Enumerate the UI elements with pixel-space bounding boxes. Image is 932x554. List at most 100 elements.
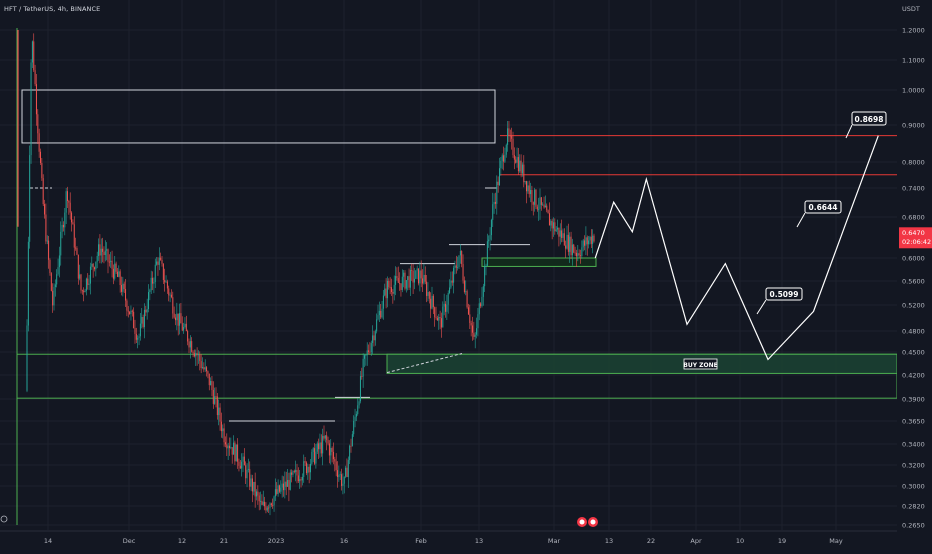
candle-body (357, 405, 359, 415)
candle-body (474, 334, 476, 337)
candle-body (126, 300, 128, 311)
candle-body (511, 135, 513, 139)
candle-body (449, 287, 451, 294)
candle-body (386, 280, 388, 299)
candle-body (440, 318, 442, 328)
candle-body (508, 128, 510, 136)
candle-body (175, 317, 176, 321)
candle-body (361, 376, 363, 377)
candle-body (339, 474, 341, 476)
current-price: 0.6470 (902, 229, 925, 237)
candle-body (214, 396, 216, 404)
candle-body (531, 189, 533, 203)
candle-body (204, 367, 206, 370)
candle-body (33, 41, 35, 71)
candle-body (172, 297, 174, 314)
time-tick: 16 (340, 537, 348, 545)
candle-body (196, 353, 198, 356)
candle-body (96, 255, 98, 262)
candle-body (206, 367, 208, 372)
candle-body (27, 241, 29, 326)
candle-body (472, 325, 473, 333)
candle-body (125, 289, 127, 301)
candle-body (280, 487, 282, 492)
candle-body (370, 342, 372, 353)
candle-body (358, 401, 360, 406)
time-tick: 2023 (268, 537, 285, 545)
candle-body (585, 237, 587, 246)
candle-body (368, 350, 370, 352)
candle-body (115, 263, 117, 272)
candle-body (87, 278, 89, 285)
price-tick: 0.8000 (902, 159, 925, 167)
price-tick: 0.3200 (902, 462, 925, 470)
candle-body (26, 325, 28, 391)
candle-body (288, 479, 290, 490)
candle-body (235, 444, 237, 462)
candle-body (98, 244, 100, 256)
candle-body (378, 310, 380, 316)
candle-body (509, 135, 511, 137)
candle-body (278, 485, 280, 492)
candle-body (567, 234, 569, 252)
candle-body (254, 481, 256, 497)
projection: 0.5099 0.6644 0.8698 BUY ZONE (594, 111, 887, 370)
candle-body (424, 274, 426, 282)
candle-body (242, 456, 244, 462)
candle-body (350, 445, 352, 447)
candle-body (553, 222, 554, 229)
target-pointer (845, 124, 853, 139)
target-label-box (804, 200, 842, 214)
candle-body (308, 466, 310, 473)
candle-body (180, 313, 182, 324)
candle-body (81, 290, 83, 292)
candle-body (584, 240, 586, 246)
candle-body (422, 278, 424, 284)
time-axis[interactable]: 14 Dec 12 21 2023 16 Feb 13 Mar 13 22 Apr 10 19 May (0, 515, 897, 550)
candle-body (116, 271, 118, 277)
candle-body (484, 265, 486, 287)
candle-body (250, 478, 252, 487)
candle-body (575, 252, 577, 257)
price-tick: 1.0000 (902, 87, 925, 95)
candle-body (481, 296, 483, 307)
candle-body (208, 373, 210, 386)
demand-box (481, 257, 597, 267)
candle-body (469, 314, 471, 323)
price-axis[interactable]: USDT 1.2000 1.1000 1.0000 0.9000 0.8000 0.7400… (897, 0, 932, 550)
price-tick: 0.9000 (902, 122, 925, 130)
candle-body (364, 355, 365, 359)
time-tick: 10 (736, 537, 744, 545)
supply-box (21, 89, 496, 144)
candle-body (123, 283, 125, 290)
candle-body (301, 476, 303, 481)
candle-body (296, 469, 298, 476)
candle-body (555, 229, 557, 232)
candle-body (49, 259, 51, 274)
candle-body (129, 311, 131, 315)
candle-body (438, 317, 440, 321)
candle-body (499, 168, 500, 186)
candle-body (127, 310, 129, 312)
candle-body (500, 160, 502, 169)
candle-body (165, 281, 167, 283)
candle-body (142, 317, 144, 328)
candle-body (315, 451, 317, 464)
candle-body (391, 287, 392, 292)
candle-body (540, 197, 542, 205)
candle-body (67, 191, 68, 201)
current-price-badge (899, 227, 932, 249)
price-tick: 0.3900 (902, 396, 925, 404)
candle-body (119, 271, 121, 286)
candle-body (327, 439, 329, 444)
candle-body (277, 485, 279, 494)
candle-body (538, 208, 540, 210)
candle-body (467, 307, 469, 315)
candle-body (346, 467, 348, 478)
candle-body (231, 447, 233, 455)
buy-zone-label: BUY ZONE (683, 362, 717, 369)
candle-body (202, 367, 203, 369)
candle-body (164, 279, 166, 283)
candle-body (158, 257, 160, 265)
